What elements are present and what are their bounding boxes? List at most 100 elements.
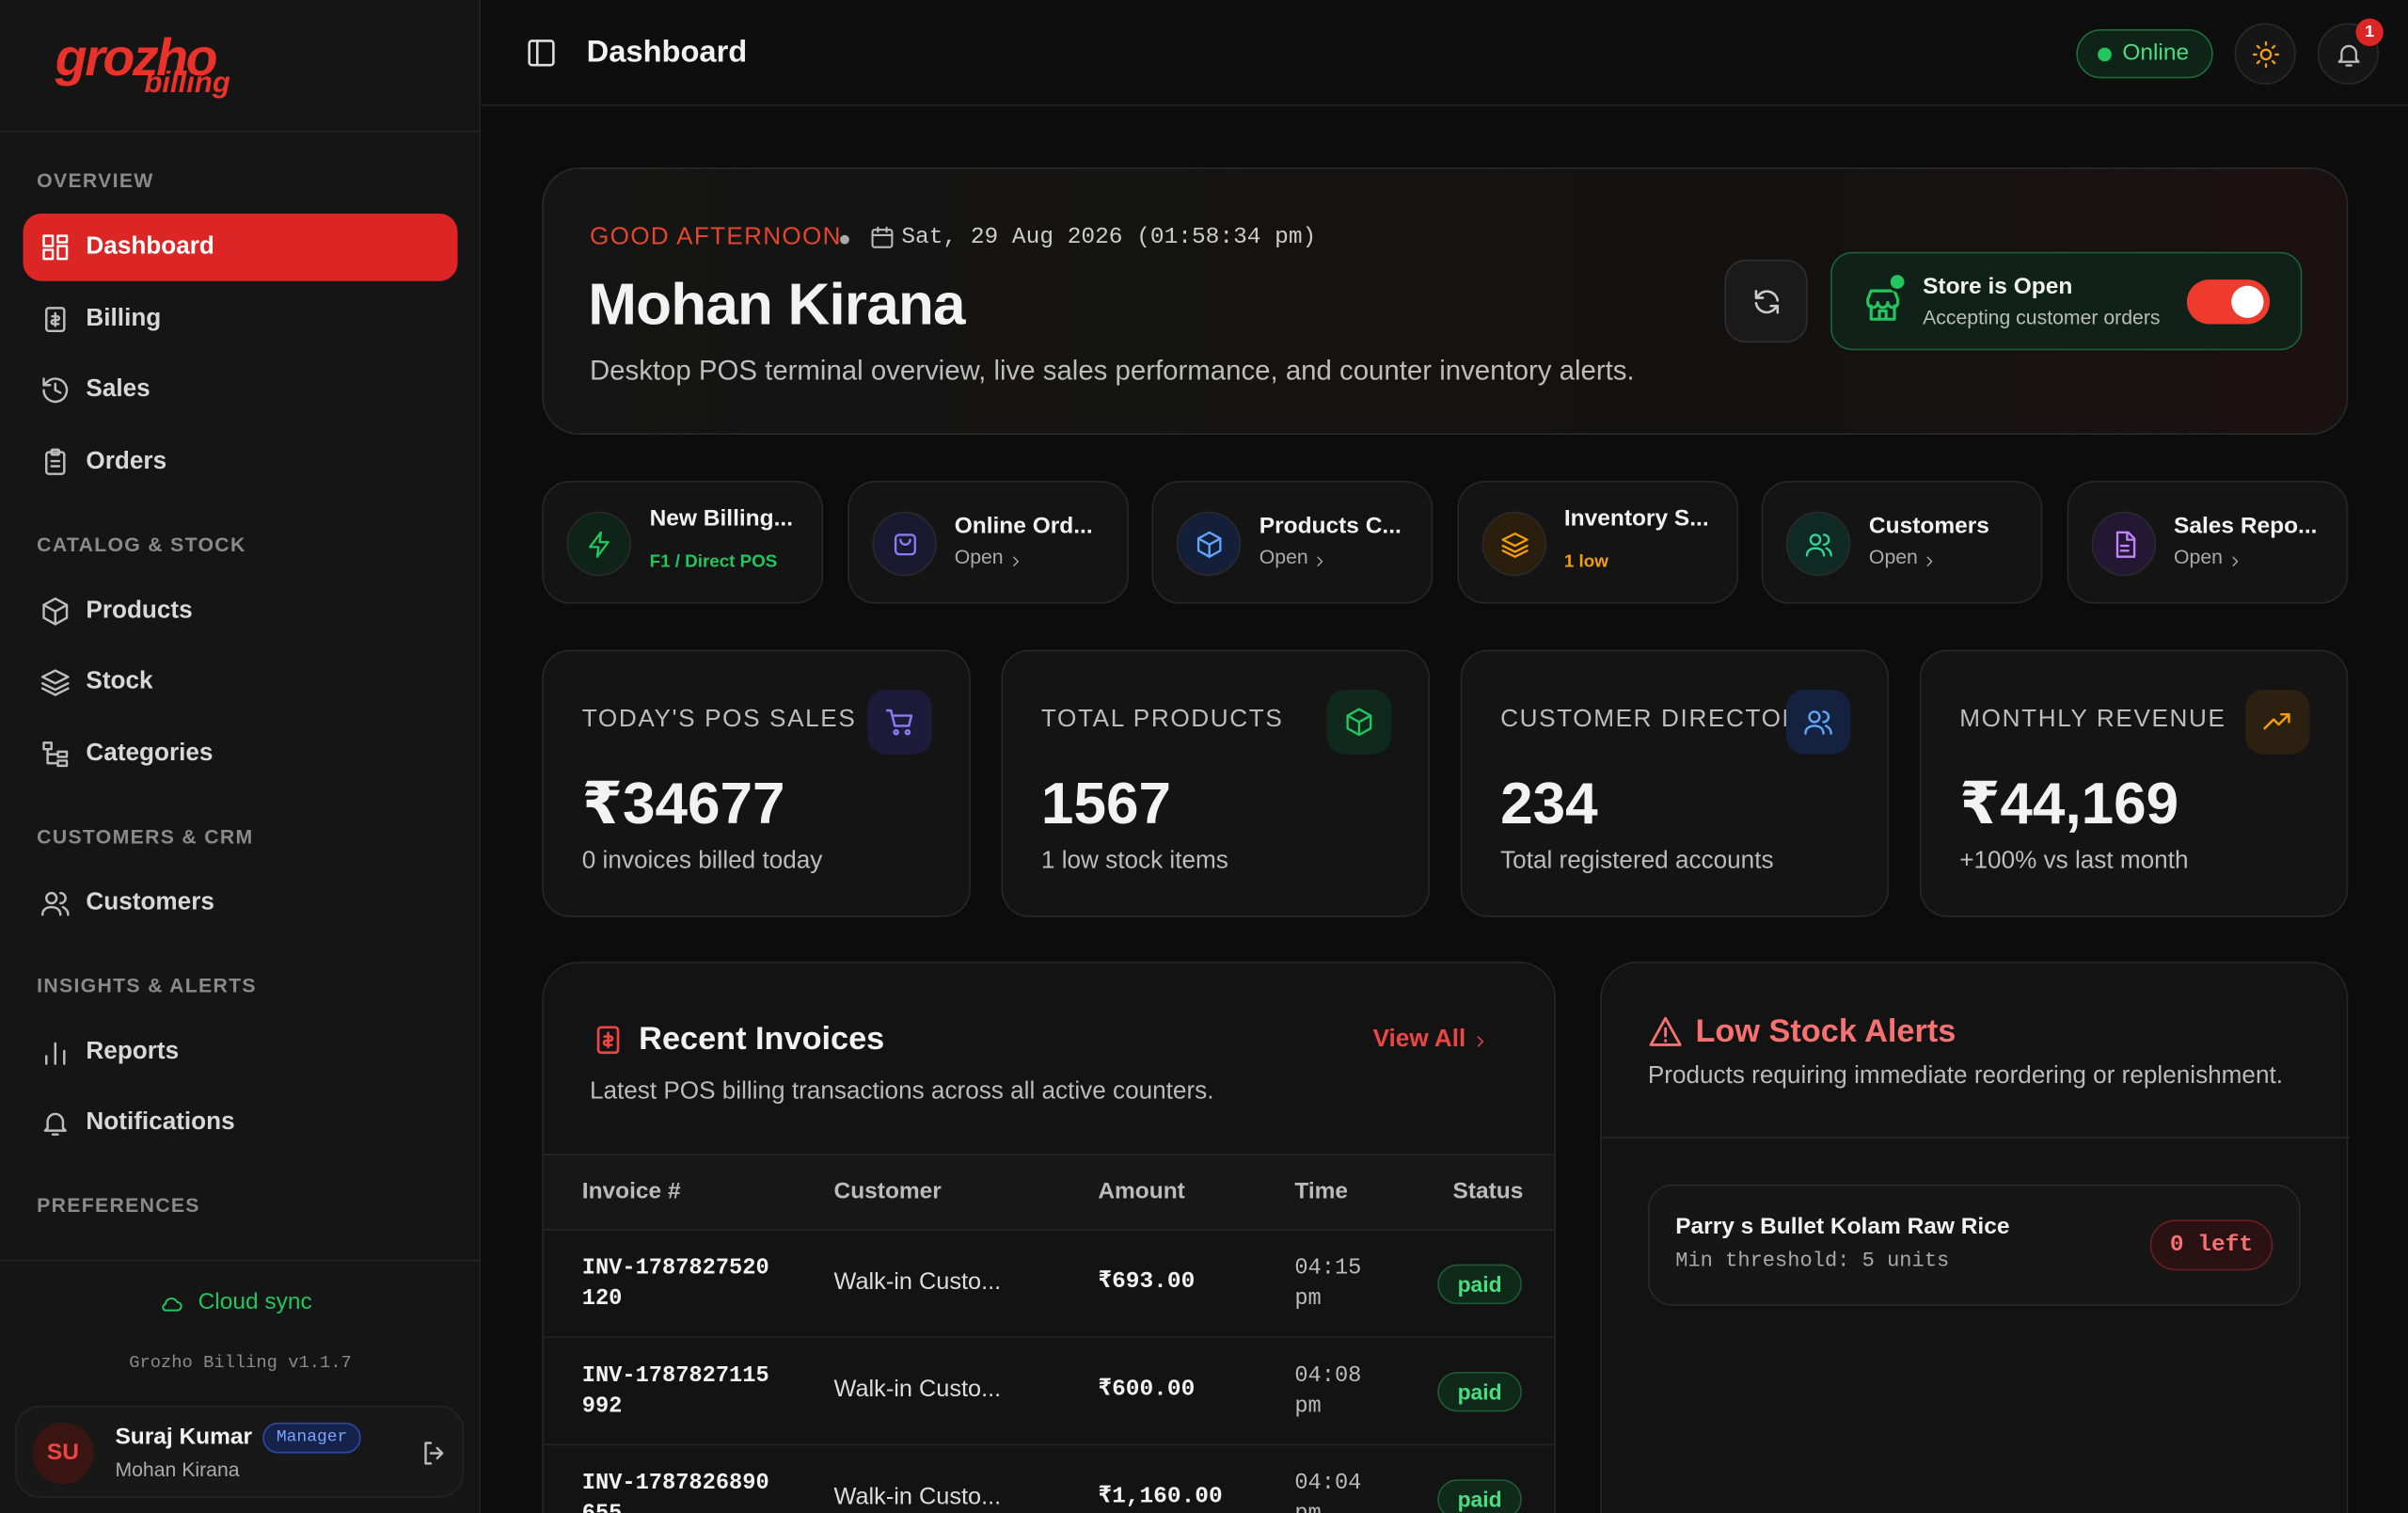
quick-action[interactable]: New Billing... F1 / Direct POS <box>542 481 824 604</box>
icon <box>2251 40 2280 69</box>
quick-action-icon <box>1481 511 1546 577</box>
dot <box>840 234 849 245</box>
icon[interactable] <box>420 1438 451 1469</box>
icon-shape <box>894 534 916 556</box>
icon-shape <box>46 747 59 764</box>
status-dot <box>2098 47 2112 62</box>
icon-shape <box>2337 44 2360 63</box>
icon-shape <box>1477 1036 1484 1047</box>
icon-shape <box>40 891 70 916</box>
icon-shape <box>1012 556 1019 566</box>
nav-item[interactable]: Reports <box>23 1018 457 1086</box>
refresh-button[interactable] <box>1724 259 1808 343</box>
icon-shape <box>1649 1016 1682 1046</box>
quick-action-label: Inventory S... <box>1563 505 1709 532</box>
quick-action[interactable]: Inventory S... 1 low <box>1456 481 1738 604</box>
column-header: Customer <box>833 1178 942 1204</box>
icon-shape <box>50 459 61 467</box>
invoice-number: INV-1787827520120 <box>581 1256 769 1313</box>
icon-shape <box>56 758 69 767</box>
status-badge: paid <box>1437 1264 1522 1305</box>
quick-action-label: Products C... <box>1259 513 1402 540</box>
nav-item[interactable]: Notifications <box>23 1090 457 1157</box>
icon <box>40 738 71 769</box>
icon-shape <box>42 602 69 625</box>
nav-label: Products <box>86 597 193 624</box>
icon-shape <box>893 728 899 736</box>
icon <box>869 224 895 250</box>
invoice-row[interactable]: INV-1787827520120 Walk-in Custo... ₹693.00… <box>543 1231 1555 1339</box>
column-header: Amount <box>1098 1178 1185 1204</box>
icon-shape <box>1804 710 1832 735</box>
nav-item[interactable]: Sales <box>23 357 457 424</box>
nav-label: Reports <box>86 1037 180 1064</box>
column-header: Status <box>1452 1178 1524 1204</box>
quick-action-sub: F1 / Direct POS <box>649 552 778 572</box>
quick-action-sub: 1 low <box>1563 552 1608 572</box>
nav-item[interactable]: Dashboard <box>23 213 458 281</box>
time: 04:04 pm <box>1294 1472 1362 1513</box>
icon[interactable] <box>525 37 557 69</box>
stat-value: ₹44,169 <box>1959 772 2179 837</box>
notifications-button[interactable]: 1 <box>2317 18 2384 85</box>
date: Sat, 29 Aug 2026 (01:58:34 pm) <box>901 224 1317 251</box>
quick-action-label: Customers <box>1868 513 1989 540</box>
user-name: Suraj Kumar <box>115 1424 253 1451</box>
icon <box>40 1036 71 1067</box>
stat-label: MONTHLY REVENUE <box>1959 707 2226 733</box>
icon-shape <box>42 234 69 261</box>
icon-shape <box>1649 1016 1682 1046</box>
nav-item[interactable]: Customers <box>23 868 457 936</box>
low-stock-item[interactable]: Parry s Bullet Kolam Raw Rice Min thresho… <box>1647 1184 2301 1306</box>
icon-shape <box>894 534 916 556</box>
quick-action[interactable]: Products C... Open <box>1151 481 1434 604</box>
nav-section-title: INSIGHTS & ALERTS <box>37 973 257 996</box>
icon-shape <box>50 447 61 455</box>
icon <box>1006 549 1023 566</box>
icon <box>890 530 919 559</box>
nav-item[interactable]: Stock <box>23 648 457 716</box>
logo-main: grozho <box>55 29 218 88</box>
icon <box>40 446 71 477</box>
icon-shape <box>2231 556 2238 566</box>
icon <box>1499 530 1529 559</box>
role-badge: Manager <box>262 1422 362 1454</box>
icon-shape <box>2263 712 2290 730</box>
theme-button[interactable] <box>2234 23 2296 85</box>
icon <box>1311 549 1328 566</box>
quick-action[interactable]: Online Ord... Open <box>847 481 1129 604</box>
icon-shape <box>1804 710 1832 735</box>
icon <box>40 667 71 698</box>
store-toggle[interactable] <box>2186 279 2271 325</box>
icon-shape <box>162 1298 182 1312</box>
hero-card: GOOD AFTERNOON Sat, 29 Aug 2026 (01:58:34… <box>542 167 2349 436</box>
icon-shape <box>885 709 913 727</box>
recent-invoices: Recent Invoices View All Latest POS billin… <box>542 962 1556 1513</box>
section-subtitle: Products requiring immediate reordering … <box>1647 1062 2283 1090</box>
icon-shape <box>1926 556 1933 566</box>
quick-action[interactable]: Customers Open <box>1761 481 2043 604</box>
threshold: Min threshold: 5 units <box>1675 1250 1950 1274</box>
nav-label: Stock <box>86 668 153 694</box>
icon <box>40 303 71 334</box>
invoice-row[interactable]: INV-1787827115992 Walk-in Custo... ₹600.00… <box>543 1338 1555 1446</box>
icon-shape <box>871 229 894 248</box>
stat-card: TODAY'S POS SALES ₹34677 0 invoices billed… <box>542 649 971 917</box>
nav-item[interactable]: Billing <box>23 285 457 353</box>
invoice-row[interactable]: INV-1787826890655 Walk-in Custo... ₹1,160.… <box>544 1445 1554 1513</box>
quick-action-sub: Open <box>1259 545 1308 569</box>
stat-note: +100% vs last month <box>1959 848 2189 874</box>
icon <box>1195 530 1224 559</box>
quick-action-label: New Billing... <box>649 505 794 532</box>
nav-item[interactable]: Products <box>23 577 457 645</box>
nav-item[interactable]: Categories <box>23 720 457 788</box>
customer: Walk-in Custo... <box>833 1268 1002 1296</box>
table-header: Invoice # Customer Amount Time Status <box>543 1154 1555 1231</box>
store-status-title: Store is Open <box>1923 273 2073 300</box>
nav-item[interactable]: Orders <box>23 428 457 496</box>
icon-shape <box>602 1031 614 1049</box>
quick-action[interactable]: Sales Repo... Open <box>2066 481 2348 604</box>
stat-note: 1 low stock items <box>1040 848 1228 874</box>
icon-shape <box>1500 544 1528 558</box>
column-header: Invoice # <box>581 1178 681 1204</box>
